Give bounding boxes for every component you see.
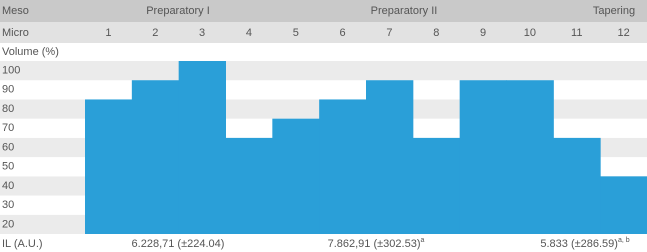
y-tick-label: 40 [2, 180, 14, 192]
x-tick-label: 3 [199, 27, 205, 39]
y-tick-label: 50 [2, 161, 14, 173]
x-tick-label: 9 [480, 27, 486, 39]
bar [178, 61, 226, 234]
il-label: IL (A.U.) [2, 238, 43, 250]
bar [225, 137, 273, 234]
bar [459, 80, 507, 234]
x-tick-label: 4 [246, 27, 252, 39]
grid-line [0, 61, 647, 81]
il-sup: a [420, 237, 424, 244]
x-tick-label: 1 [105, 27, 111, 39]
bar [319, 99, 367, 234]
bar [600, 176, 647, 234]
y-tick-label: 100 [2, 65, 20, 77]
x-tick-label: 11 [571, 27, 582, 39]
bar [412, 137, 461, 234]
y-label: Volume (%) [2, 46, 59, 58]
y-tick-label: 20 [2, 218, 14, 230]
bar [506, 80, 554, 234]
meso-label: Preparatory I [146, 5, 210, 17]
x-tick-label: 10 [524, 27, 536, 39]
meso-label: Meso [2, 5, 29, 17]
x-tick-label: 6 [340, 27, 346, 39]
meso-label: Tapering [593, 5, 635, 17]
y-tick-label: 30 [2, 199, 14, 211]
y-tick-label: 90 [2, 84, 14, 96]
bar [366, 80, 414, 234]
meso-label: Preparatory II [371, 5, 438, 17]
x-tick-label: 12 [617, 27, 629, 39]
il-value: 5.833 (±286.59)a, b [540, 237, 629, 250]
x-tick-label: 8 [433, 27, 439, 39]
il-sup: a, b [618, 237, 630, 244]
il-value: 7.862,91 (±302.53)a [328, 237, 425, 250]
bar [85, 99, 133, 234]
meso-header [0, 0, 647, 22]
il-text: 5.833 (±286.59) [540, 238, 618, 250]
bar [553, 137, 601, 234]
il-text: 6.228,71 (±224.04) [132, 238, 225, 250]
x-tick-label: 5 [293, 27, 299, 39]
x-tick-label: 7 [386, 27, 392, 39]
y-tick-label: 70 [2, 122, 14, 134]
y-tick-label: 60 [2, 141, 14, 153]
il-text: 7.862,91 (±302.53) [328, 238, 421, 250]
micro-header [0, 22, 647, 43]
micro-label: Micro [2, 27, 29, 39]
bar [272, 118, 320, 234]
x-tick-label: 2 [152, 27, 158, 39]
bar [131, 80, 180, 234]
il-value: 6.228,71 (±224.04) [132, 238, 225, 250]
y-tick-label: 80 [2, 103, 14, 115]
